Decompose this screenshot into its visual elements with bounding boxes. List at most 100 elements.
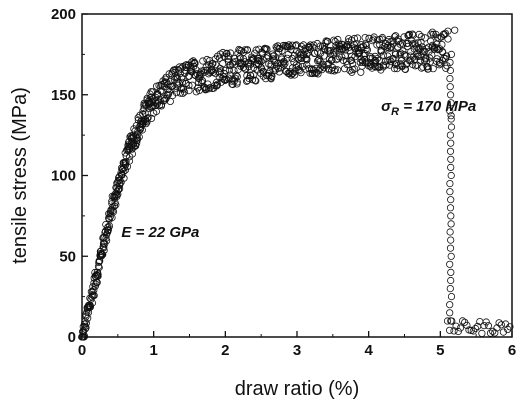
- data-point: [443, 317, 452, 325]
- data-point: [239, 63, 248, 72]
- data-point: [288, 41, 296, 49]
- data-point: [446, 107, 454, 115]
- data-point: [225, 66, 233, 74]
- data-point: [191, 59, 199, 67]
- data-point: [212, 61, 220, 69]
- data-point: [429, 65, 437, 73]
- data-point: [489, 327, 497, 335]
- data-point: [95, 263, 103, 272]
- data-point: [104, 226, 112, 234]
- data-point: [82, 323, 90, 332]
- data-point: [478, 329, 486, 337]
- data-point: [330, 67, 338, 75]
- data-point: [363, 46, 371, 54]
- data-point: [267, 75, 275, 83]
- data-point: [94, 262, 103, 270]
- data-point: [182, 63, 190, 72]
- data-point: [450, 327, 458, 335]
- data-point: [222, 50, 230, 58]
- data-point: [438, 40, 446, 49]
- data-point: [362, 45, 370, 53]
- data-point: [104, 223, 112, 231]
- data-point: [361, 33, 369, 42]
- data-point: [282, 67, 290, 75]
- data-point: [432, 44, 440, 52]
- modulus-annotation: E = 22 GPa: [121, 224, 199, 241]
- data-point: [373, 54, 381, 63]
- data-point: [362, 41, 370, 50]
- data-point: [447, 212, 455, 220]
- data-point: [504, 325, 512, 333]
- data-point: [446, 228, 454, 236]
- data-point: [447, 292, 456, 301]
- data-point: [303, 56, 311, 64]
- data-point: [88, 299, 97, 307]
- data-point: [390, 33, 399, 41]
- data-point: [353, 40, 361, 48]
- data-point: [249, 55, 257, 63]
- data-point: [484, 322, 492, 330]
- data-point: [251, 76, 259, 85]
- data-point: [446, 301, 454, 309]
- data-point: [451, 26, 459, 34]
- data-point: [348, 52, 356, 60]
- data-point: [204, 80, 212, 88]
- data-points: [78, 26, 514, 341]
- data-point: [433, 33, 441, 42]
- x-tick-label: 4: [364, 342, 373, 359]
- axis-ticks: 0 1 2 3 4 5 6 0 50 100 150 200: [51, 6, 516, 359]
- data-point: [103, 231, 111, 239]
- x-tick-label: 2: [221, 342, 229, 359]
- data-point: [469, 327, 477, 335]
- data-point: [446, 244, 455, 252]
- data-point: [446, 58, 454, 67]
- data-point: [310, 41, 318, 49]
- data-point: [278, 47, 286, 55]
- data-point: [375, 64, 383, 72]
- data-point: [178, 78, 186, 86]
- data-point: [231, 54, 239, 63]
- data-point: [226, 49, 235, 57]
- data-point: [221, 66, 229, 75]
- data-point: [446, 75, 454, 83]
- data-point: [377, 46, 385, 55]
- data-point: [506, 323, 514, 331]
- data-point: [415, 30, 423, 39]
- data-point: [143, 114, 151, 123]
- data-point: [229, 80, 237, 89]
- data-point: [447, 171, 455, 180]
- data-point: [312, 69, 321, 77]
- data-point: [93, 268, 102, 276]
- y-tick-label: 0: [68, 329, 76, 346]
- data-point: [179, 89, 187, 98]
- data-point: [128, 150, 136, 158]
- data-point: [231, 74, 239, 82]
- data-point: [343, 61, 351, 69]
- data-point: [157, 102, 165, 110]
- data-point: [446, 131, 454, 139]
- data-point: [434, 46, 442, 54]
- data-point: [180, 88, 189, 96]
- data-point: [269, 55, 278, 63]
- data-point: [230, 67, 238, 75]
- data-point: [421, 54, 430, 62]
- data-point: [313, 57, 322, 65]
- data-point: [446, 204, 455, 212]
- data-point: [266, 67, 274, 75]
- data-point: [121, 166, 130, 174]
- data-point: [480, 321, 488, 330]
- data-point: [204, 85, 213, 93]
- data-point: [385, 35, 393, 44]
- data-point: [334, 55, 342, 63]
- data-point: [247, 72, 255, 80]
- data-point: [482, 318, 490, 326]
- data-point: [219, 48, 227, 57]
- data-point: [447, 236, 455, 244]
- data-point: [447, 112, 455, 120]
- data-point: [321, 46, 329, 54]
- data-point: [174, 78, 182, 86]
- data-point: [257, 57, 265, 66]
- data-point: [346, 67, 354, 75]
- data-point: [389, 54, 397, 62]
- data-point: [290, 71, 299, 79]
